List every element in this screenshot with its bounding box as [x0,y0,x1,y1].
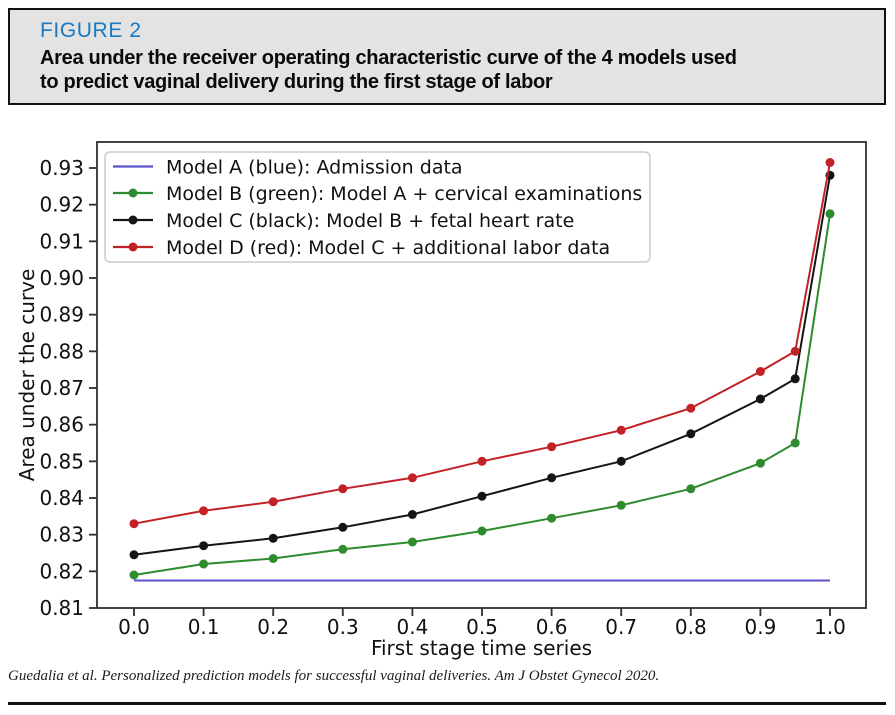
data-point [825,209,835,219]
legend-sample-marker [128,242,138,252]
legend-label: Model A (blue): Admission data [166,157,463,179]
data-point [268,554,278,563]
x-tick-label: 0.7 [605,615,637,639]
legend-box [104,151,651,263]
data-point [477,491,487,501]
data-point [129,550,139,560]
y-tick-label: 0.81 [39,596,84,620]
data-point [338,544,348,554]
data-point [825,158,835,167]
data-point [477,456,487,466]
legend-label: Model B (green): Model A + cervical exam… [166,183,642,205]
y-tick-label: 0.87 [39,376,84,400]
x-tick-label: 0.8 [675,615,707,639]
series-model-c [129,170,835,560]
data-point [199,541,209,551]
y-tick-label: 0.85 [39,449,84,473]
data-point [547,513,557,523]
data-point [268,497,278,507]
data-point [616,500,626,510]
figure-header: FIGURE 2 Area under the receiver operati… [8,8,886,105]
y-tick-label: 0.92 [39,193,84,217]
legend: Model A (blue): Admission data Model B (g… [104,151,651,263]
data-point [407,510,417,519]
data-point [407,473,417,483]
figure-title-line2: to predict vaginal delivery during the f… [40,71,553,94]
data-point [755,458,765,468]
series-model-d [129,158,835,529]
x-tick-label: 0.1 [188,615,220,639]
y-tick-label: 0.89 [39,303,84,327]
legend-label: Model D (red): Model C + additional labo… [166,237,610,259]
data-point [199,506,209,516]
data-point [616,425,626,435]
legend-sample-marker [128,188,138,198]
y-tick-label: 0.88 [39,339,84,363]
y-tick-label: 0.84 [39,486,84,510]
data-point [199,559,209,569]
data-point [129,570,139,580]
bottom-rule [8,702,886,705]
data-point [616,456,626,466]
data-point [686,403,696,413]
series-line [133,175,831,556]
x-tick-label: 0.3 [327,615,359,639]
data-point [477,526,487,536]
series-line [133,213,831,576]
data-point [129,519,139,529]
x-tick-label: 0.5 [466,615,498,639]
data-point [790,438,800,448]
y-tick-label: 0.91 [39,229,84,253]
x-tick-label: 0.4 [396,615,428,639]
data-point [268,533,278,543]
auc-chart-container: 0.0 0.1 0.2 0.3 0.4 0.5 0.6 0.7 0.8 0.9 1.0 0.81 0.8… [0,115,895,660]
data-point [338,522,348,532]
x-axis-label: First stage time series [371,636,592,660]
y-tick-label: 0.82 [39,559,84,583]
figure-label: FIGURE 2 [40,19,142,42]
x-tick-label: 1.0 [814,615,846,639]
axes: 0.0 0.1 0.2 0.3 0.4 0.5 0.6 0.7 0.8 0.9 1.0 0.81 0.8… [15,156,846,660]
y-tick-label: 0.93 [39,156,84,180]
figure-title: Area under the receiver operating charac… [40,46,864,95]
x-tick-label: 0.6 [536,615,568,639]
data-point [755,367,765,376]
data-point [547,473,557,483]
y-tick-label: 0.86 [39,413,84,437]
citation-text: Guedalia et al. Personalized prediction … [8,668,660,684]
data-point [755,394,765,404]
x-tick-label: 0.9 [744,615,776,639]
series-line [133,162,831,525]
auc-line-chart: 0.0 0.1 0.2 0.3 0.4 0.5 0.6 0.7 0.8 0.9 1.0 0.81 0.8… [15,141,867,660]
x-tick-label: 0.0 [118,615,150,639]
data-point [407,537,417,547]
legend-label: Model C (black): Model B + fetal heart r… [166,210,574,232]
y-tick-label: 0.83 [39,523,84,547]
data-point [547,442,557,452]
data-point [686,429,696,439]
y-axis-label: Area under the curve [15,269,39,482]
data-point [686,484,696,494]
legend-sample-marker [128,215,138,225]
data-point [790,374,800,384]
series-model-b [129,209,835,580]
y-tick-label: 0.90 [39,266,84,290]
x-tick-label: 0.2 [257,615,289,639]
data-point [338,484,348,494]
figure-title-line1: Area under the receiver operating charac… [40,47,737,69]
data-point [790,346,800,356]
